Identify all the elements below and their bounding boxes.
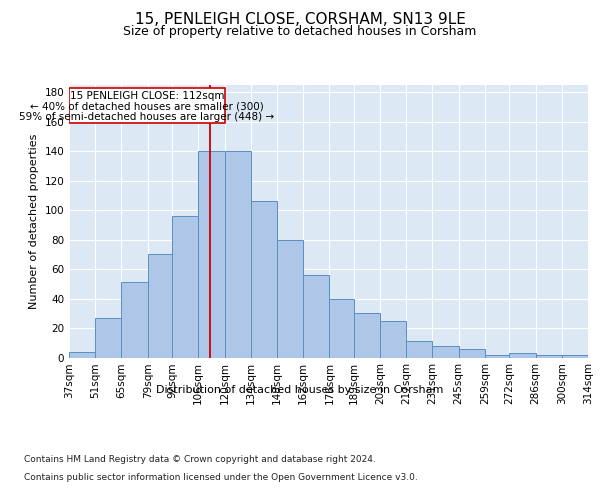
Text: 59% of semi-detached houses are larger (448) →: 59% of semi-detached houses are larger (… [19,112,274,122]
Bar [277,240,303,358]
Bar [406,342,433,357]
Bar [536,354,562,358]
Bar [459,348,485,358]
Bar [380,320,406,358]
Text: 15 PENLEIGH CLOSE: 112sqm: 15 PENLEIGH CLOSE: 112sqm [70,90,224,101]
Text: Contains public sector information licensed under the Open Government Licence v3: Contains public sector information licen… [24,472,418,482]
Bar [198,152,224,358]
Bar [121,282,148,358]
Bar [433,346,459,358]
Bar [251,202,277,358]
Bar [329,298,354,358]
Bar [509,353,536,358]
Y-axis label: Number of detached properties: Number of detached properties [29,134,39,309]
Text: ← 40% of detached houses are smaller (300): ← 40% of detached houses are smaller (30… [30,102,263,112]
Bar [148,254,172,358]
Bar [562,354,588,358]
Bar [303,275,329,357]
Bar [485,354,509,358]
Text: Size of property relative to detached houses in Corsham: Size of property relative to detached ho… [124,25,476,38]
Bar [224,152,251,358]
Bar [172,216,198,358]
Text: Distribution of detached houses by size in Corsham: Distribution of detached houses by size … [157,385,443,395]
Bar [69,352,95,358]
Bar [95,318,121,358]
Text: Contains HM Land Registry data © Crown copyright and database right 2024.: Contains HM Land Registry data © Crown c… [24,455,376,464]
Bar [69,88,224,124]
Bar [354,314,380,358]
Text: 15, PENLEIGH CLOSE, CORSHAM, SN13 9LE: 15, PENLEIGH CLOSE, CORSHAM, SN13 9LE [134,12,466,28]
